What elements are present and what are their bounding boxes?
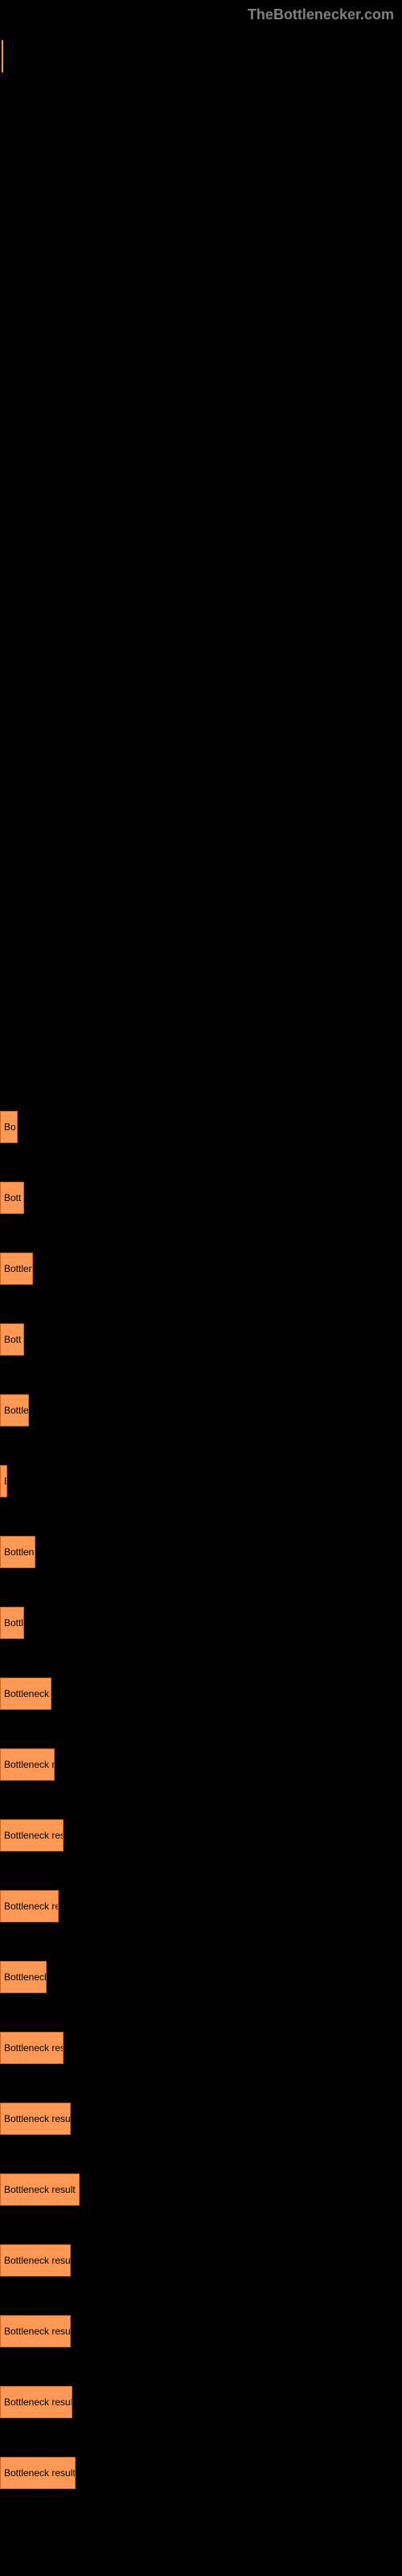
bar: Bottlenec — [0, 1536, 35, 1568]
bar-row: Bo — [0, 1111, 80, 1143]
bar-row: Bottleneck result — [0, 1819, 80, 1852]
bar-row: Bott — [0, 1182, 80, 1214]
bar-row: Bottleneck r — [0, 1961, 80, 1993]
bar-row: Bottleneck resu — [0, 2032, 80, 2064]
site-header: TheBottlenecker.com — [248, 6, 394, 23]
bar: Bottleneck result — [0, 2103, 71, 2135]
bar-row: Bottleneck result — [0, 2174, 80, 2206]
bar-row: Bottle — [0, 1607, 80, 1639]
bar-row: Bottleneck res — [0, 1890, 80, 1922]
axis-marker — [2, 40, 3, 72]
bar: Bott — [0, 1323, 24, 1356]
bar: Bottleneck result — [0, 2457, 76, 2489]
bar: Bottleneck res — [0, 1748, 55, 1781]
bar-row: Bottlenec — [0, 1536, 80, 1568]
bar: Bottleneck resu — [0, 2032, 64, 2064]
bar: Bo — [0, 1111, 18, 1143]
bar: Bott — [0, 1182, 24, 1214]
bar: Bottlene — [0, 1253, 33, 1285]
bar-row: Bottleneck result — [0, 2457, 80, 2489]
bar-row: Bott — [0, 1323, 80, 1356]
bar-row: Bottlene — [0, 1253, 80, 1285]
bar: Bottleneck result — [0, 1819, 64, 1852]
bar-row: Bottleneck res — [0, 1748, 80, 1781]
bar: Bottleneck result — [0, 2386, 72, 2418]
bar-row: Bottleneck re — [0, 1678, 80, 1710]
bar: Bottlene — [0, 1394, 29, 1426]
bar: B — [0, 1465, 7, 1497]
bar-row: Bottleneck result — [0, 2244, 80, 2277]
bar: Bottleneck result — [0, 2174, 80, 2206]
bar: Bottleneck result — [0, 2244, 71, 2277]
bar: Bottle — [0, 1607, 24, 1639]
bar: Bottleneck result — [0, 2315, 71, 2347]
bar-row: B — [0, 1465, 80, 1497]
bar-row: Bottleneck result — [0, 2103, 80, 2135]
bar-row: Bottleneck result — [0, 2386, 80, 2418]
bar: Bottleneck re — [0, 1678, 51, 1710]
bar: Bottleneck r — [0, 1961, 47, 1993]
bar-chart: Bo Bott Bottlene Bott Bottlene B Bottlenec Bott… — [0, 1111, 80, 2528]
bar: Bottleneck res — [0, 1890, 59, 1922]
bar-row: Bottlene — [0, 1394, 80, 1426]
bar-row: Bottleneck result — [0, 2315, 80, 2347]
